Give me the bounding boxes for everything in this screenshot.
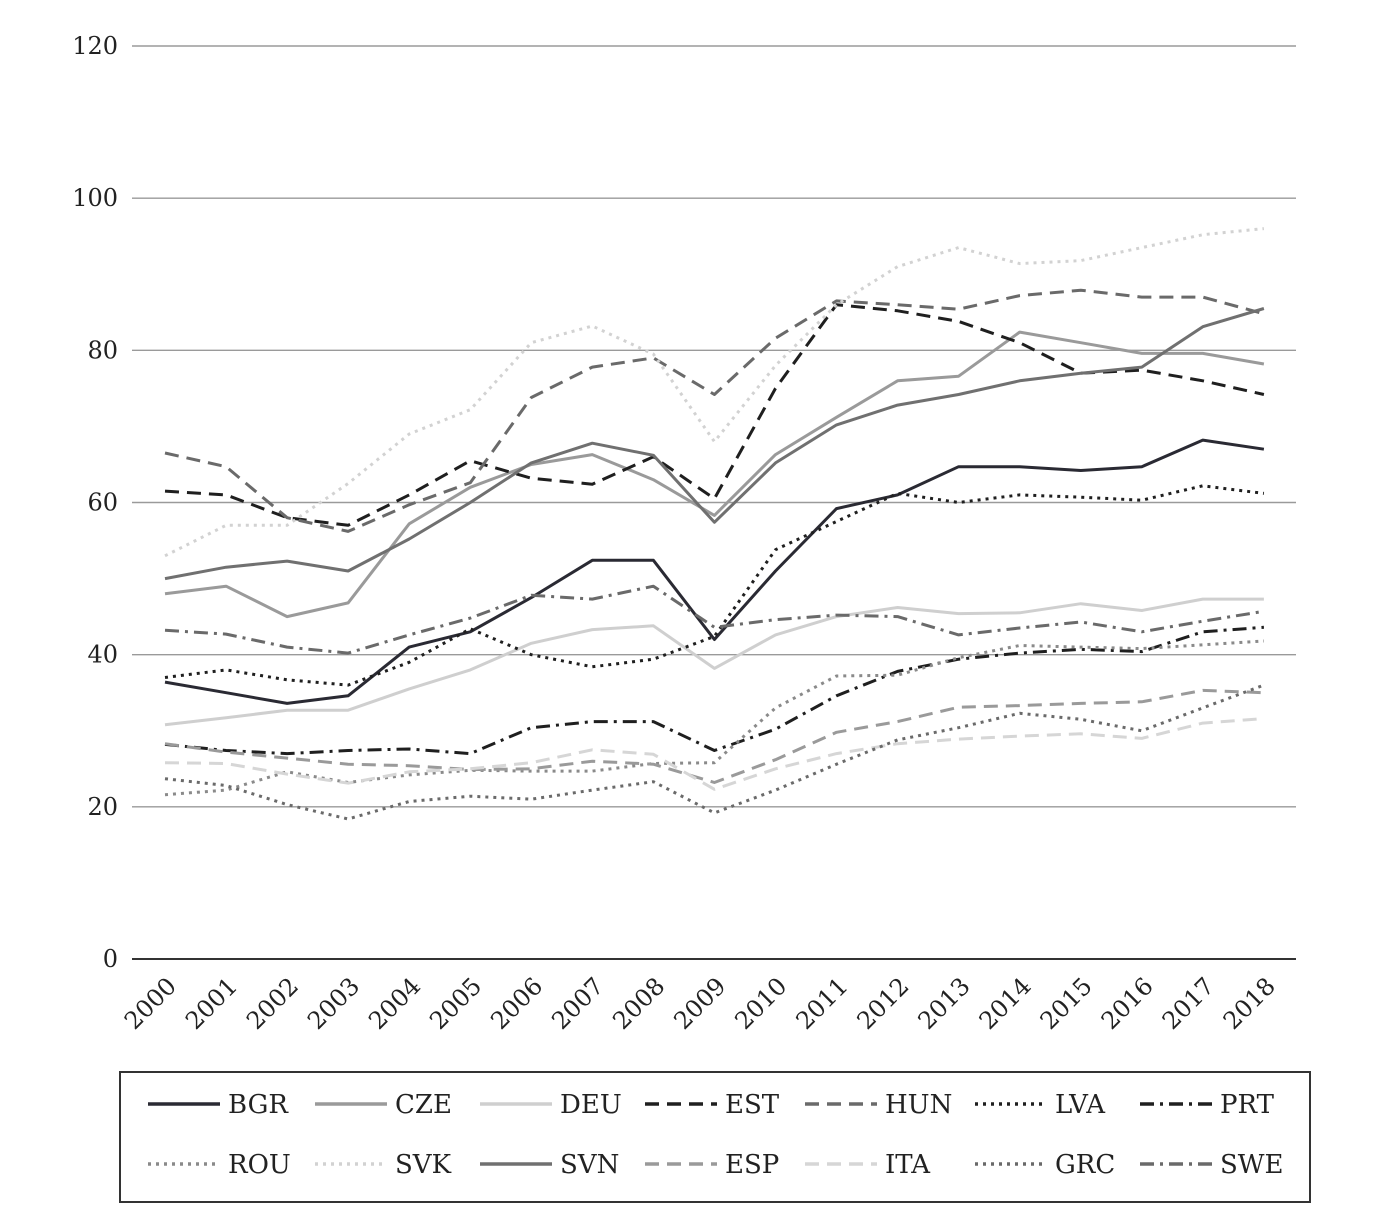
- legend-item-svn: SVN: [480, 1150, 619, 1180]
- legend-item-ita: ITA: [805, 1150, 931, 1180]
- x-tick-label: 2008: [607, 972, 670, 1035]
- y-tick-label: 120: [72, 32, 118, 60]
- legend-item-deu: DEU: [480, 1090, 622, 1120]
- x-tick-label: 2013: [913, 972, 976, 1035]
- legend-label: ITA: [885, 1150, 931, 1180]
- series-line-rou: [164, 639, 1264, 797]
- x-tick-label: 2006: [485, 972, 548, 1035]
- legend-item-svk: SVK: [315, 1150, 452, 1180]
- x-tick-label: 2010: [729, 972, 792, 1035]
- legend-label: EST: [725, 1090, 780, 1120]
- y-axis: 0 20 40 60 80 100 120: [72, 32, 118, 973]
- legend-label: ROU: [228, 1150, 291, 1180]
- series-line-svk: [164, 227, 1265, 558]
- series-line-bgr: [164, 438, 1265, 705]
- x-tick-label: 2017: [1157, 972, 1220, 1035]
- legend-label: CZE: [395, 1090, 452, 1120]
- legend-item-bgr: BGR: [148, 1090, 289, 1120]
- series-line-hun: [164, 288, 1265, 533]
- series-line-ita: [164, 717, 1265, 791]
- y-tick-label: 100: [72, 184, 118, 212]
- legend-item-grc: GRC: [975, 1150, 1115, 1180]
- series-line-lva: [164, 484, 1265, 687]
- legend-item-swe: SWE: [1140, 1150, 1284, 1180]
- x-tick-label: 2007: [546, 972, 609, 1035]
- x-tick-label: 2003: [302, 972, 365, 1035]
- legend-label: DEU: [560, 1090, 622, 1120]
- legend-label: PRT: [1220, 1090, 1275, 1120]
- series-line-deu: [164, 597, 1264, 727]
- series-line-esp: [164, 688, 1264, 784]
- legend-label: GRC: [1055, 1150, 1115, 1180]
- legend-label: LVA: [1055, 1090, 1106, 1120]
- legend-label: ESP: [725, 1150, 779, 1180]
- series-line-swe: [164, 584, 1265, 655]
- legend-item-rou: ROU: [148, 1150, 291, 1180]
- y-tick-label: 40: [87, 641, 118, 669]
- x-axis: 2000200120022003200420052006200720082009…: [119, 972, 1281, 1035]
- grid-lines: [132, 45, 1296, 960]
- legend-item-esp: ESP: [645, 1150, 779, 1180]
- x-tick-label: 2012: [852, 972, 915, 1035]
- y-tick-label: 80: [87, 336, 118, 364]
- x-tick-label: 2014: [974, 972, 1037, 1035]
- y-tick-label: 0: [103, 945, 118, 973]
- x-tick-label: 2015: [1035, 972, 1098, 1035]
- x-tick-label: 2001: [180, 972, 243, 1035]
- series-lines: [164, 227, 1265, 821]
- x-tick-label: 2004: [363, 972, 426, 1035]
- legend-item-prt: PRT: [1140, 1090, 1275, 1120]
- legend-label: SWE: [1220, 1150, 1284, 1180]
- x-tick-label: 2002: [241, 972, 304, 1035]
- legend-label: HUN: [885, 1090, 952, 1120]
- series-line-prt: [164, 625, 1265, 756]
- legend-item-hun: HUN: [805, 1090, 952, 1120]
- legend-label: SVK: [395, 1150, 452, 1180]
- legend: BGR CZE DEU EST HUN LVA PRT ROU SVK SVN ESP ITA GRC S…: [119, 1071, 1311, 1203]
- x-tick-label: 2011: [791, 972, 854, 1035]
- series-line-est: [164, 303, 1265, 527]
- legend-item-lva: LVA: [975, 1090, 1106, 1120]
- y-tick-label: 20: [87, 793, 118, 821]
- legend-label: SVN: [560, 1150, 619, 1180]
- legend-item-cze: CZE: [315, 1090, 452, 1120]
- series-line-svn: [164, 307, 1265, 581]
- series-line-cze: [164, 330, 1265, 619]
- legend-item-est: EST: [645, 1090, 780, 1120]
- x-tick-label: 2016: [1096, 972, 1159, 1035]
- x-tick-label: 2018: [1218, 972, 1281, 1035]
- legend-label: BGR: [228, 1090, 289, 1120]
- legend-box: [119, 1071, 1311, 1203]
- x-tick-label: 2000: [119, 972, 182, 1035]
- x-tick-label: 2005: [424, 972, 487, 1035]
- x-tick-label: 2009: [668, 972, 731, 1035]
- y-tick-label: 60: [87, 489, 118, 517]
